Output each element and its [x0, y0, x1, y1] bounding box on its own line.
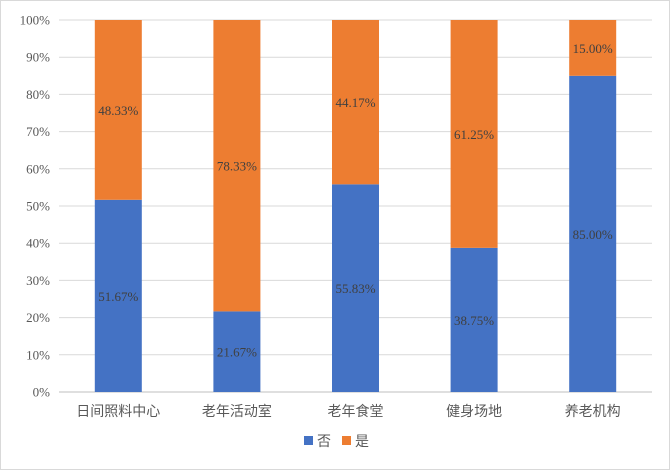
y-tick-label: 50%: [26, 199, 50, 214]
y-tick-label: 0%: [33, 385, 51, 400]
data-label: 38.75%: [454, 313, 494, 328]
y-tick-label: 10%: [26, 347, 50, 362]
bar-segment-yes: [94, 20, 142, 200]
x-category-label: 老年食堂: [328, 403, 384, 420]
y-tick-label: 20%: [26, 310, 50, 325]
data-label: 21.67%: [217, 345, 257, 360]
legend-label: 否: [317, 434, 331, 450]
x-axis-categories: 日间照料中心 老年活动室 老年食堂 健身场地 养老机构: [76, 403, 620, 420]
data-label: 51.67%: [98, 289, 138, 304]
bar-segment-yes: [450, 20, 498, 248]
data-label: 55.83%: [335, 281, 375, 296]
legend-swatch: [342, 436, 351, 445]
x-category-label: 健身场地: [446, 404, 502, 420]
y-tick-label: 70%: [26, 124, 50, 139]
bar-segment-no: [213, 311, 261, 392]
bars: [94, 20, 617, 393]
y-tick-label: 40%: [26, 236, 50, 251]
data-label: 78.33%: [217, 159, 257, 174]
bar-segment-no: [450, 247, 498, 392]
y-tick-label: 100%: [20, 13, 51, 28]
data-labels: 51.67% 48.33% 21.67% 78.33% 55.83% 44.17% 38.7…: [98, 41, 613, 360]
bar-segment-no: [569, 75, 617, 393]
data-label: 85.00%: [573, 227, 613, 242]
legend: 否是: [304, 434, 369, 450]
data-label: 15.00%: [573, 41, 613, 56]
y-tick-label: 80%: [26, 87, 50, 102]
x-category-label: 养老机构: [565, 404, 621, 420]
bar-segment-no: [332, 184, 379, 392]
legend-swatch: [304, 436, 313, 445]
bar-segment-yes: [332, 20, 379, 185]
y-tick-label: 90%: [26, 50, 50, 65]
y-tick-label: 30%: [26, 273, 50, 288]
x-category-label: 老年活动室: [202, 403, 272, 420]
data-label: 44.17%: [335, 95, 375, 110]
bar-segment-yes: [569, 20, 617, 76]
data-label: 61.25%: [454, 127, 494, 142]
x-category-label: 日间照料中心: [76, 404, 160, 420]
bar-segment-yes: [213, 20, 261, 312]
legend-label: 是: [355, 434, 369, 450]
data-label: 48.33%: [98, 103, 138, 118]
y-tick-label: 60%: [26, 161, 50, 176]
y-axis-ticks: 0% 10% 20% 30% 40% 50% 60% 70% 80% 90% 100%: [20, 13, 51, 400]
bar-segment-no: [94, 199, 142, 392]
